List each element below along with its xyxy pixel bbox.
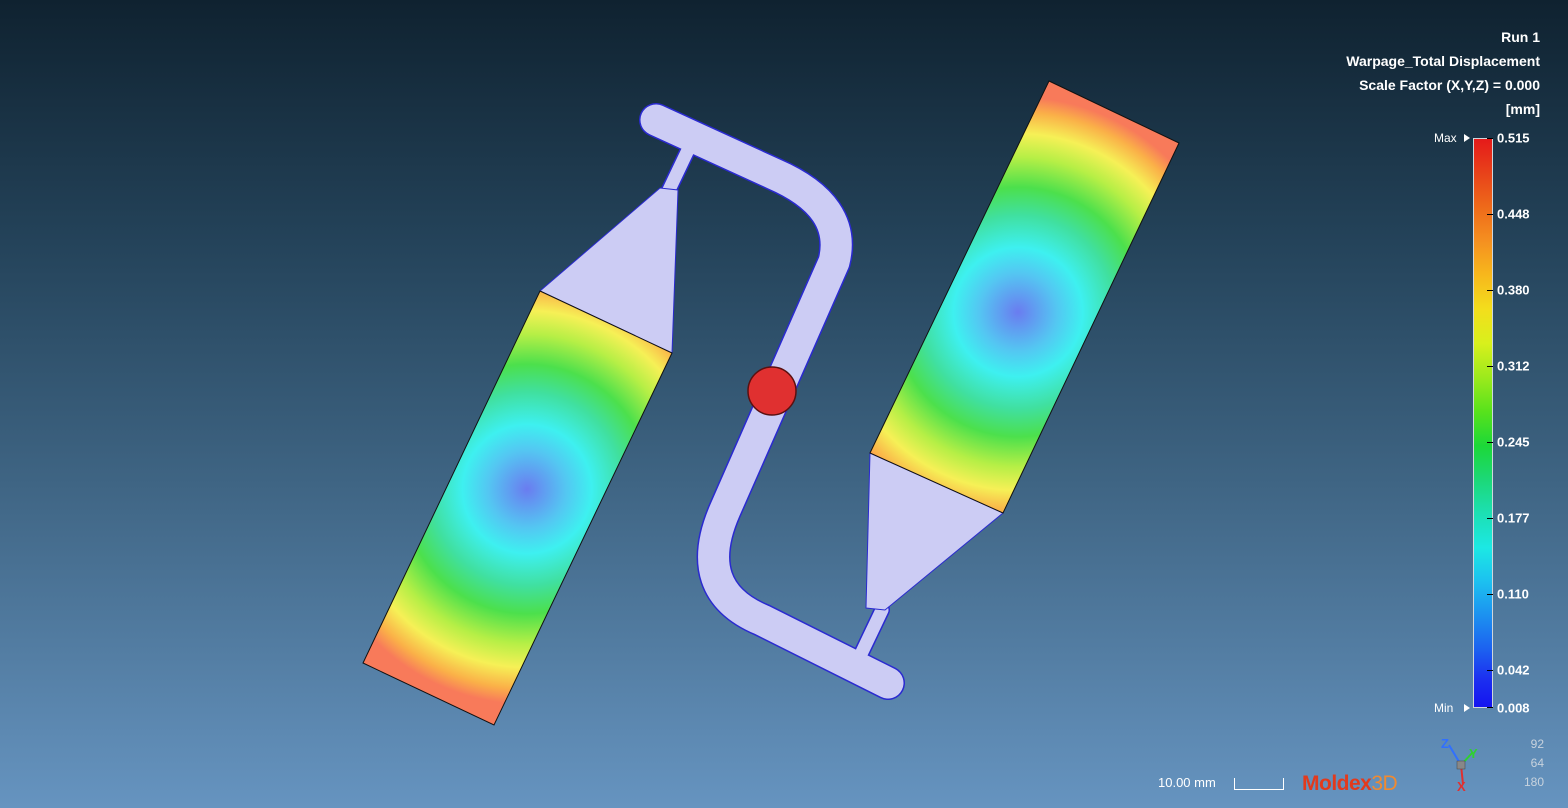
legend-tick-label: 0.008 (1497, 700, 1530, 716)
moldex3d-logo: Moldex3D (1302, 772, 1398, 796)
legend-tick-label: 0.380 (1497, 282, 1530, 298)
legend-tick-label: 0.448 (1497, 206, 1530, 222)
run-title: Run 1 (1501, 29, 1540, 45)
legend-tick-label: 0.312 (1497, 358, 1530, 374)
legend-tick-mark (1487, 366, 1493, 367)
legend-tick-mark (1487, 670, 1493, 671)
legend-tick-mark (1487, 518, 1493, 519)
legend-min-label: Min (1434, 701, 1454, 715)
legend-tick-label: 0.515 (1497, 130, 1530, 146)
scale-bar (1234, 778, 1284, 790)
legend-tick-mark (1487, 214, 1493, 215)
legend-tick-mark (1487, 594, 1493, 595)
legend-min-arrow-icon (1464, 704, 1470, 712)
legend-max-label: Max (1434, 131, 1457, 145)
axis-triad[interactable]: Z Y X (1441, 736, 1478, 794)
legend-tick-label: 0.245 (1497, 434, 1530, 450)
legend-max-arrow-icon (1464, 134, 1470, 142)
legend-tick-label: 0.042 (1497, 662, 1530, 678)
part-left[interactable] (300, 240, 740, 760)
logo-text-part1: Moldex (1302, 772, 1372, 795)
legend-tick-label: 0.110 (1497, 586, 1529, 602)
legend-tick-mark (1487, 138, 1493, 139)
axis-y-label: Y (1469, 746, 1478, 761)
result-name: Warpage_Total Displacement (1346, 53, 1540, 69)
legend-tick-label: 0.177 (1497, 510, 1530, 526)
runner-system (639, 103, 905, 700)
legend-tick-mark (1487, 290, 1493, 291)
logo-text-part2: 3D (1371, 772, 1398, 795)
scale-factor-label: Scale Factor (X,Y,Z) = 0.000 (1359, 77, 1540, 93)
legend-tick-mark (1487, 707, 1493, 708)
color-legend-bar (1473, 138, 1493, 708)
scale-bar-label: 10.00 mm (1158, 775, 1216, 790)
view-angle-2: 64 (1530, 756, 1544, 770)
unit-label: [mm] (1505, 101, 1540, 117)
legend-tick-mark (1487, 442, 1493, 443)
axis-x-label: X (1457, 779, 1466, 794)
view-angle-1: 92 (1530, 737, 1544, 751)
axis-z-label: Z (1441, 736, 1449, 751)
view-angle-3: 180 (1523, 775, 1544, 789)
injection-point-marker[interactable] (747, 366, 797, 416)
